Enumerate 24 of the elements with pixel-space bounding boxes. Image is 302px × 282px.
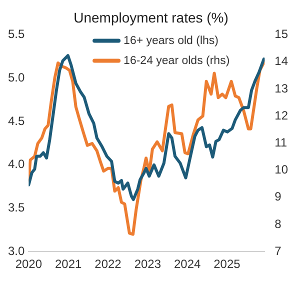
- legend-label: 16-24 year olds (rhs): [124, 54, 230, 67]
- x-tick-label: 2025: [214, 257, 241, 272]
- y2-tick-label: 14: [274, 54, 288, 68]
- y2-tick-label: 7: [274, 244, 282, 258]
- y2-tick-label: 12: [274, 108, 288, 122]
- y-tick-label: 4.0: [8, 157, 25, 172]
- y2-tick-label: 10: [274, 162, 288, 177]
- legend-label: 16+ years old (lhs): [124, 34, 219, 47]
- y-tick-label: 3.0: [8, 244, 25, 258]
- y2-tick-label: 15: [274, 27, 288, 42]
- x-tick-label: 2024: [174, 257, 201, 272]
- y2-tick-label: 9: [274, 190, 282, 204]
- x-tick-label: 2021: [54, 257, 82, 272]
- y-tick-label: 3.5: [8, 200, 25, 215]
- y-tick-label: 5.0: [8, 70, 25, 84]
- chart-title: Unemployment rates (%): [74, 9, 228, 26]
- y-tick-label: 5.5: [8, 27, 25, 42]
- y2-tick-label: 13: [274, 81, 288, 96]
- y2-tick-label: 11: [274, 136, 288, 150]
- x-tick-label: 2022: [94, 257, 122, 272]
- x-tick-label: 2023: [134, 257, 162, 272]
- x-tick-label: 2020: [15, 257, 42, 272]
- y-tick-label: 4.5: [8, 114, 25, 128]
- y2-tick-label: 8: [274, 216, 282, 231]
